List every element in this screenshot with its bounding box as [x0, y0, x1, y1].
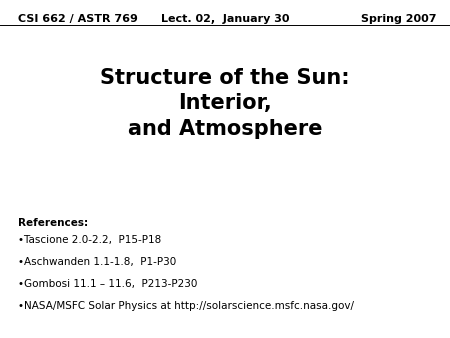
Text: •Aschwanden 1.1-1.8,  P1-P30: •Aschwanden 1.1-1.8, P1-P30 [18, 257, 176, 267]
Text: •NASA/MSFC Solar Physics at http://solarscience.msfc.nasa.gov/: •NASA/MSFC Solar Physics at http://solar… [18, 301, 354, 311]
Text: References:: References: [18, 218, 88, 228]
Text: Structure of the Sun:
Interior,
and Atmosphere: Structure of the Sun: Interior, and Atmo… [100, 68, 350, 139]
Text: •Tascione 2.0-2.2,  P15-P18: •Tascione 2.0-2.2, P15-P18 [18, 235, 161, 245]
Text: Spring 2007: Spring 2007 [361, 14, 436, 24]
Text: CSI 662 / ASTR 769: CSI 662 / ASTR 769 [18, 14, 138, 24]
Text: Lect. 02,  January 30: Lect. 02, January 30 [161, 14, 289, 24]
Text: •Gombosi 11.1 – 11.6,  P213-P230: •Gombosi 11.1 – 11.6, P213-P230 [18, 279, 198, 289]
